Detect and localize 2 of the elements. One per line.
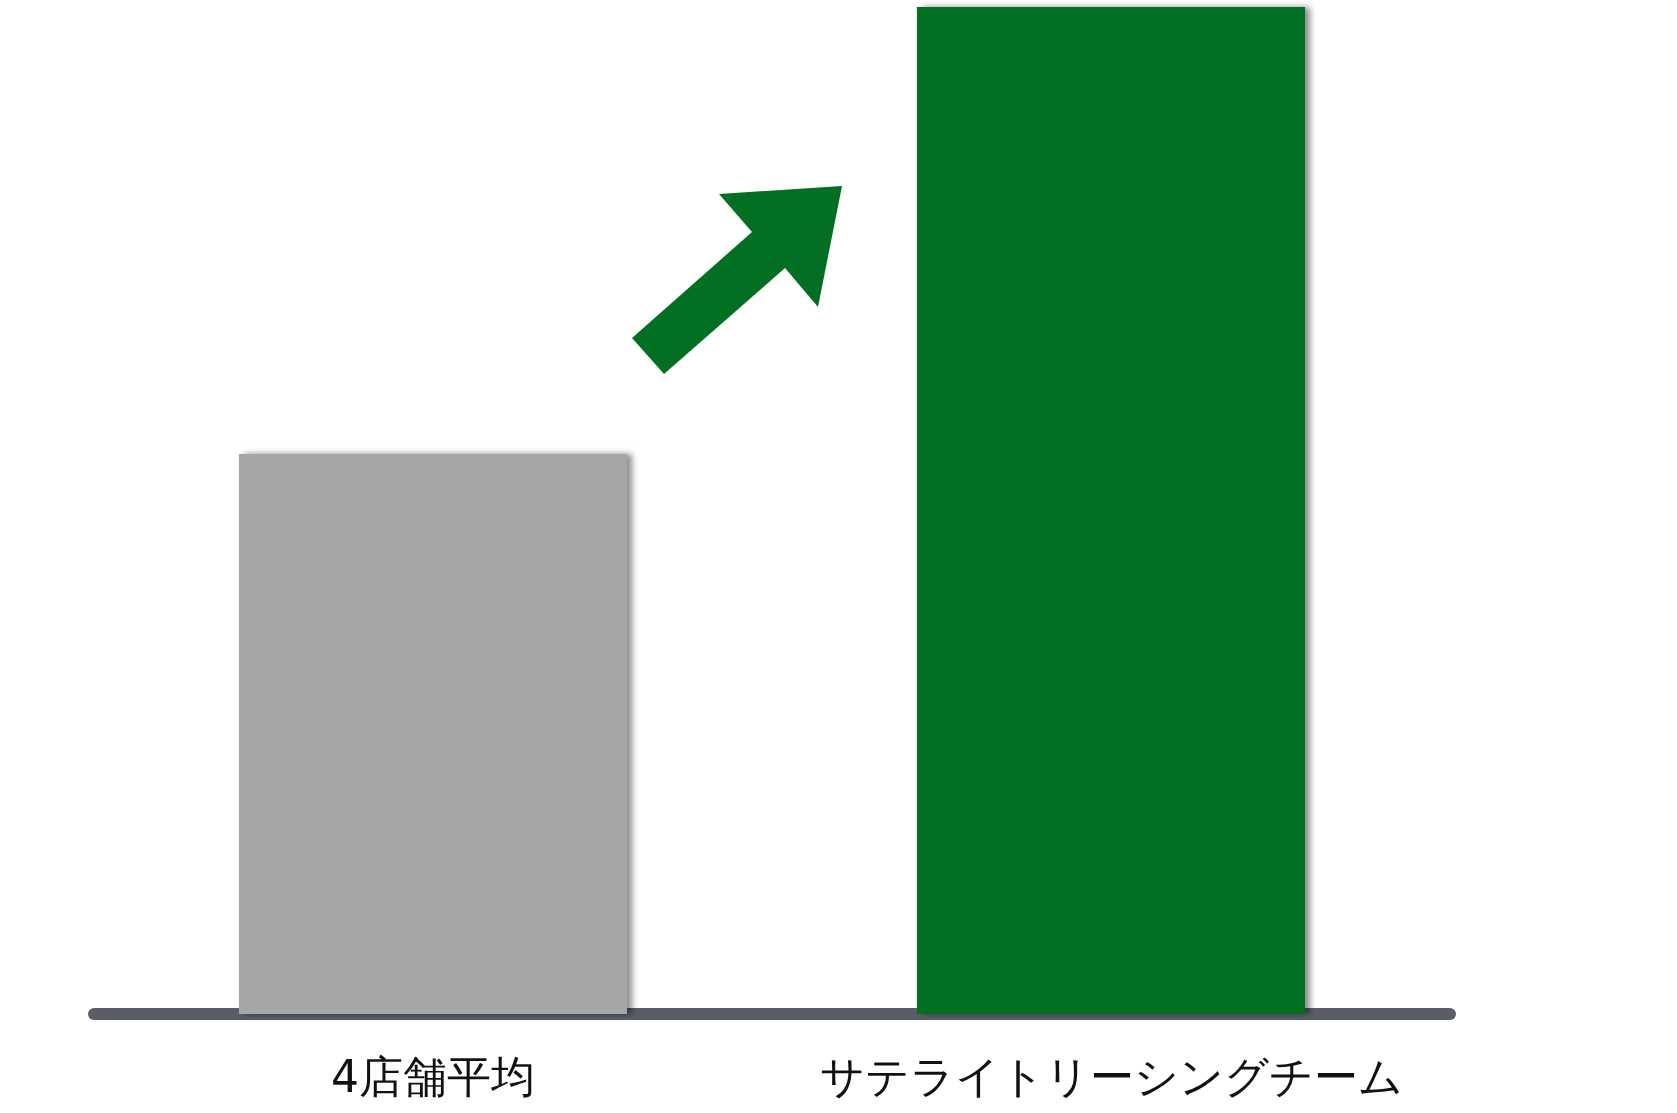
x-tick-label: サテライトリーシングチーム [819, 1050, 1403, 1102]
x-tick-label: 4店舗平均 [331, 1050, 535, 1102]
